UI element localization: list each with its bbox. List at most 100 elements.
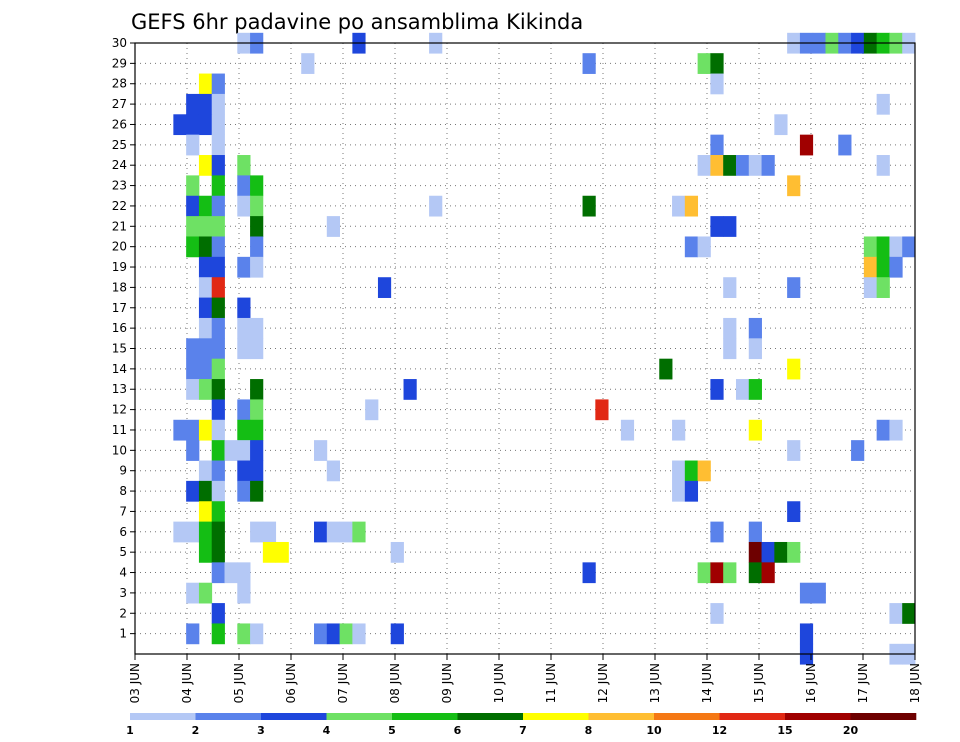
- heatmap-cell: [198, 521, 213, 543]
- heatmap-cell: [198, 379, 213, 400]
- heatmap-cell: [211, 379, 225, 400]
- heatmap-cell: [723, 277, 737, 298]
- heatmap-cell: [326, 623, 340, 645]
- heatmap-cell: [710, 73, 724, 95]
- heatmap-cell: [889, 603, 903, 624]
- y-tick-label: 2: [119, 606, 127, 620]
- heatmap-cell: [211, 277, 225, 298]
- heatmap-cell: [710, 216, 724, 237]
- colorbar-segment: [392, 713, 458, 720]
- heatmap-cell: [198, 297, 213, 319]
- heatmap-cell: [748, 155, 762, 176]
- y-tick-label: 11: [112, 423, 127, 437]
- heatmap-cell: [211, 216, 225, 237]
- heatmap-cell: [735, 155, 750, 176]
- heatmap-cell: [684, 460, 699, 482]
- x-tick-label: 13 JUN: [648, 663, 662, 703]
- heatmap-cell: [237, 256, 251, 278]
- y-tick-label: 14: [112, 362, 127, 376]
- heatmap-cell: [211, 460, 225, 482]
- y-tick-label: 1: [119, 627, 127, 641]
- heatmap-cell: [211, 358, 225, 380]
- heatmap-cell: [863, 236, 878, 258]
- heatmap-cell: [211, 562, 225, 584]
- heatmap-cell: [186, 216, 200, 237]
- heatmap-cell: [314, 623, 328, 645]
- y-tick-label: 23: [112, 179, 127, 193]
- heatmap-cell: [198, 236, 213, 258]
- heatmap-cell: [697, 155, 711, 176]
- heatmap-cell: [186, 114, 200, 136]
- heatmap-cell: [339, 623, 353, 645]
- heatmap-cell: [403, 379, 417, 400]
- heatmap-cell: [365, 399, 379, 421]
- heatmap-cell: [198, 358, 213, 380]
- heatmap-cell: [761, 155, 775, 176]
- heatmap-cell: [723, 216, 737, 237]
- heatmap-cell: [697, 562, 711, 584]
- heatmap-cell: [787, 358, 801, 380]
- y-tick-label: 18: [112, 280, 127, 294]
- heatmap-cell: [710, 379, 724, 400]
- heatmap-cell: [186, 379, 200, 400]
- colorbar-segment: [785, 713, 851, 720]
- heatmap-cell: [186, 480, 200, 502]
- heatmap-cell: [237, 623, 251, 645]
- colorbar-segment: [523, 713, 589, 720]
- heatmap-cell: [710, 53, 724, 74]
- y-tick-label: 6: [119, 525, 127, 539]
- heatmap-cell: [902, 236, 916, 258]
- colorbar-label: 1: [126, 724, 134, 737]
- colorbar-segment: [195, 713, 262, 720]
- heatmap-cell: [863, 256, 878, 278]
- heatmap-cell: [198, 216, 213, 237]
- heatmap-cell: [710, 134, 724, 156]
- heatmap-cell: [876, 277, 890, 298]
- heatmap-cell: [237, 297, 251, 319]
- colorbar-label: 5: [388, 724, 396, 737]
- heatmap-cell: [250, 236, 264, 258]
- heatmap-cell: [787, 440, 801, 461]
- y-tick-label: 3: [119, 586, 127, 600]
- heatmap-cell: [262, 541, 277, 563]
- x-axis: 03 JUN 04 JUN 05 JUN 06 JUN 07 JUN 08 JUN 09 J…: [128, 654, 922, 703]
- x-tick-label: 09 JUN: [440, 663, 454, 703]
- heatmap-cell: [237, 338, 251, 360]
- heatmap-cell: [684, 236, 699, 258]
- heatmap-cell: [224, 440, 238, 461]
- heatmap-cell: [237, 399, 251, 421]
- colorbar-label: 7: [519, 724, 527, 737]
- heatmap-cell: [697, 460, 711, 482]
- heatmap-cell: [198, 460, 213, 482]
- y-tick-label: 17: [112, 301, 127, 315]
- heatmap-cells: [173, 32, 916, 665]
- colorbar-segment: [261, 713, 327, 720]
- heatmap-cell: [326, 216, 340, 237]
- heatmap-cell: [697, 53, 711, 74]
- heatmap-cell: [186, 582, 200, 604]
- heatmap-cell: [198, 338, 213, 360]
- colorbar-label: 2: [192, 724, 200, 737]
- heatmap-cell: [812, 582, 826, 604]
- heatmap-cell: [224, 562, 238, 584]
- y-tick-label: 9: [119, 464, 127, 478]
- heatmap-cell: [723, 317, 737, 339]
- heatmap-cell: [429, 195, 443, 217]
- heatmap-cell: [326, 521, 340, 543]
- heatmap-cell: [582, 562, 596, 584]
- heatmap-cell: [211, 399, 225, 421]
- heatmap-cell: [211, 480, 225, 502]
- heatmap-cell: [326, 460, 340, 482]
- heatmap-cell: [186, 338, 200, 360]
- colorbar-segment: [130, 713, 196, 720]
- heatmap-cell: [774, 541, 788, 563]
- heatmap-cell: [787, 175, 801, 197]
- x-tick-label: 16 JUN: [804, 663, 818, 703]
- heatmap-cell: [198, 582, 213, 604]
- heatmap-cell: [748, 419, 762, 441]
- heatmap-cell: [863, 277, 878, 298]
- heatmap-cell: [211, 317, 225, 339]
- heatmap-cell: [748, 379, 762, 400]
- heatmap-cell: [211, 195, 225, 217]
- heatmap-cell: [237, 480, 251, 502]
